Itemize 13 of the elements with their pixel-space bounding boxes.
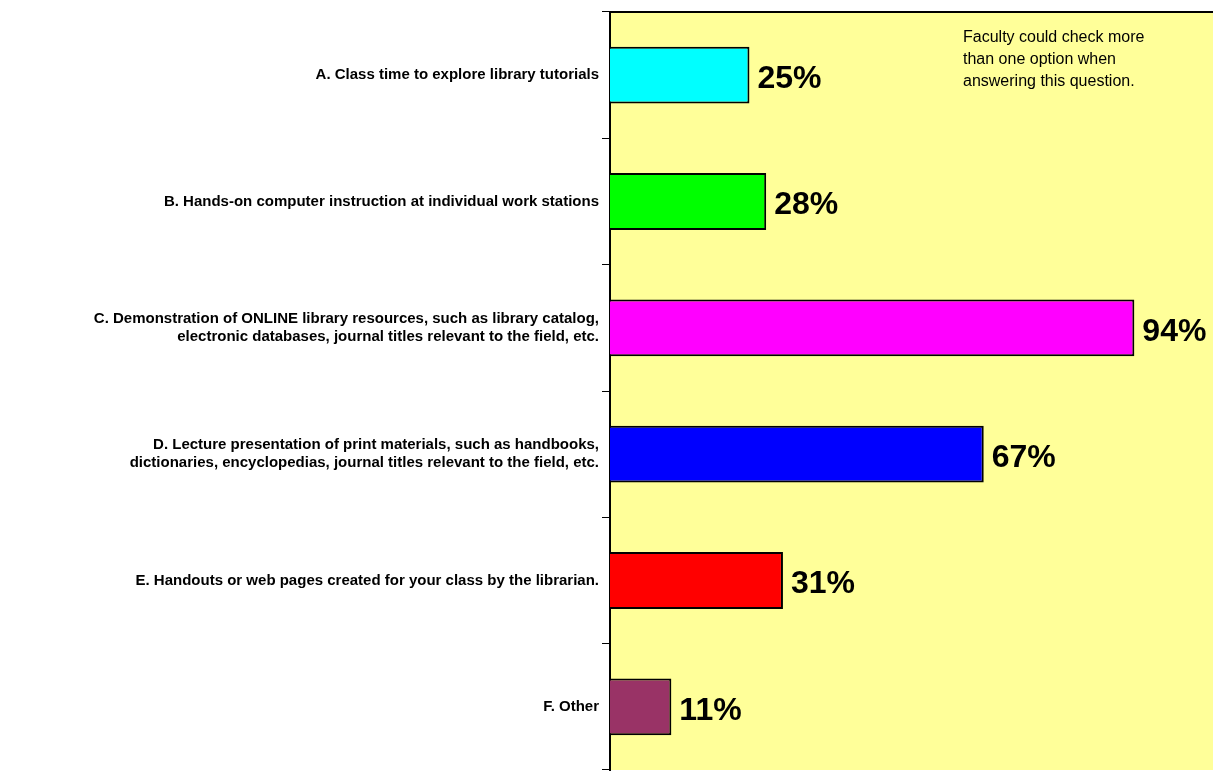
y-tick-label: F. Other <box>543 696 600 714</box>
data-label: 94% <box>1142 311 1207 348</box>
y-tick-label: C. Demonstration of ONLINE library resources, such as library catalog, electronic databases, journal titles relevant to the field, etc. <box>93 308 599 344</box>
y-tick-label: B. Hands-on computer instruction at individual work stations <box>163 191 599 209</box>
data-label: 11% <box>679 690 742 727</box>
annotation: Faculty could check more than one option when answering this question. <box>963 28 1145 90</box>
data-label: 28% <box>774 185 839 222</box>
data-label: 25% <box>757 58 822 95</box>
data-label: 67% <box>991 437 1056 474</box>
data-label: 31% <box>790 564 855 601</box>
y-tick-label: E. Handouts or web pages created for your class by the librarian. <box>135 570 599 588</box>
y-tick-label: D. Lecture presentation of print materials, such as handbooks, dictionaries, encyclopedias, journal titles relevant to the field, etc. <box>129 435 599 471</box>
y-tick-label: A. Class time to explore library tutorials <box>315 65 599 83</box>
